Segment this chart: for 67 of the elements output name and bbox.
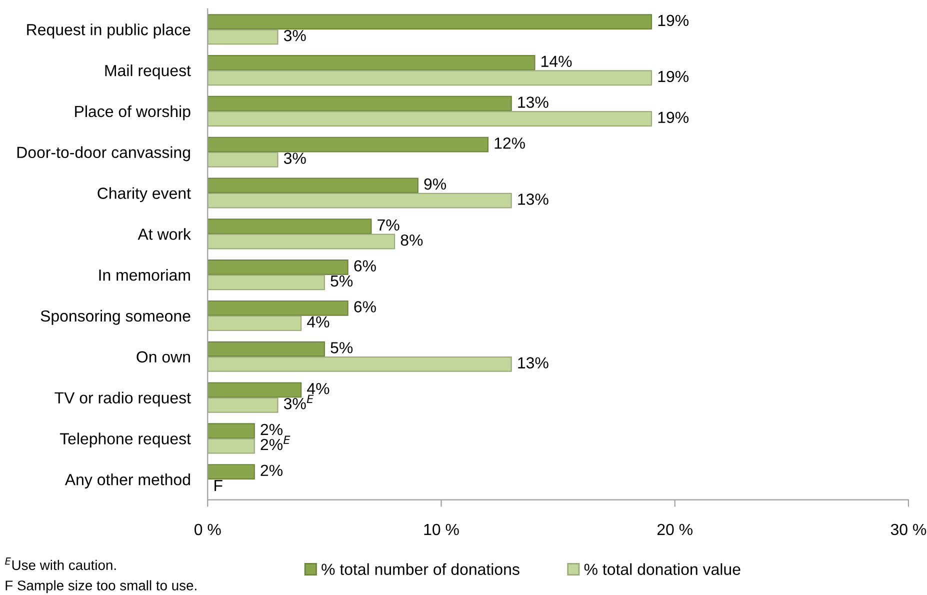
y-tick-label: Request in public place: [27, 24, 190, 38]
y-tick-label: TV or radio request: [54, 392, 191, 407]
data-label: 13%: [518, 96, 548, 108]
data-label: 14%: [542, 56, 572, 67]
data-label: 3%: [284, 152, 306, 164]
bar: [208, 316, 302, 332]
y-tick-label: Telephone request: [60, 432, 191, 448]
y-tick-label: Mail request: [105, 64, 191, 80]
bar: [208, 14, 652, 30]
bar: [208, 192, 512, 208]
bar: [208, 382, 302, 398]
y-tick-label: Charity event: [98, 187, 191, 202]
bar: [208, 356, 512, 372]
data-label: 3%$^{E}$: [284, 394, 314, 410]
bar: [208, 274, 326, 290]
data-label: 2%: [260, 424, 282, 436]
bar: [208, 178, 418, 194]
bar: [208, 218, 372, 234]
bar: [208, 341, 326, 357]
data-label: 19%: [658, 112, 688, 124]
bar: [208, 300, 348, 316]
y-tick-label: At work: [138, 228, 192, 240]
data-label: 2%: [260, 464, 282, 476]
y-tick-label: Place of worship: [75, 105, 190, 120]
data-label: 13%: [518, 357, 548, 368]
text: F: [214, 480, 222, 492]
data-label: 4%: [307, 383, 330, 394]
bar: [208, 111, 652, 126]
bar: [208, 260, 348, 275]
x-tick-label: 10 %: [424, 524, 459, 536]
data-label: 4%: [307, 316, 330, 328]
bar: [208, 464, 255, 480]
bar: [208, 55, 536, 70]
legend-label: % total donation value: [584, 563, 740, 575]
text: $^{E}$Use with caution.: [5, 558, 116, 570]
y-tick-label: Door-to-door canvassing: [17, 146, 190, 162]
data-label: 19%: [658, 14, 688, 26]
bar: [208, 96, 512, 112]
data-label: 13%: [518, 194, 548, 205]
bar: [208, 423, 255, 439]
data-label: 6%: [354, 260, 376, 272]
data-label: 5%: [330, 275, 353, 287]
x-tick-label: 30 %: [890, 524, 926, 536]
x-tick-label: 20 %: [657, 524, 692, 536]
data-label: 9%: [424, 178, 446, 190]
y-tick-label: In memoriam: [99, 269, 190, 281]
y-tick-label: Sponsoring someone: [40, 310, 190, 325]
bar: [208, 136, 489, 152]
bar: [208, 438, 255, 454]
y-tick-label: Any other method: [64, 474, 190, 488]
data-label: 3%: [284, 30, 306, 42]
bar: [208, 29, 278, 45]
data-label: 12%: [494, 138, 525, 149]
bar: [208, 397, 278, 413]
data-label: 19%: [658, 70, 688, 82]
data-label: 7%: [378, 219, 400, 231]
legend-label: % total number of donations: [322, 563, 520, 575]
data-label: 2%$^{E}$: [260, 436, 290, 450]
x-tick-label: 0 %: [194, 524, 221, 536]
bar: [208, 152, 278, 168]
data-label: 5%: [330, 342, 353, 354]
data-label: 6%: [354, 301, 376, 312]
data-label: 8%: [400, 234, 423, 246]
bar: [208, 70, 652, 86]
y-tick-label: On own: [136, 351, 190, 363]
bar: [208, 234, 396, 250]
text: F Sample size too small to use.: [6, 580, 196, 594]
